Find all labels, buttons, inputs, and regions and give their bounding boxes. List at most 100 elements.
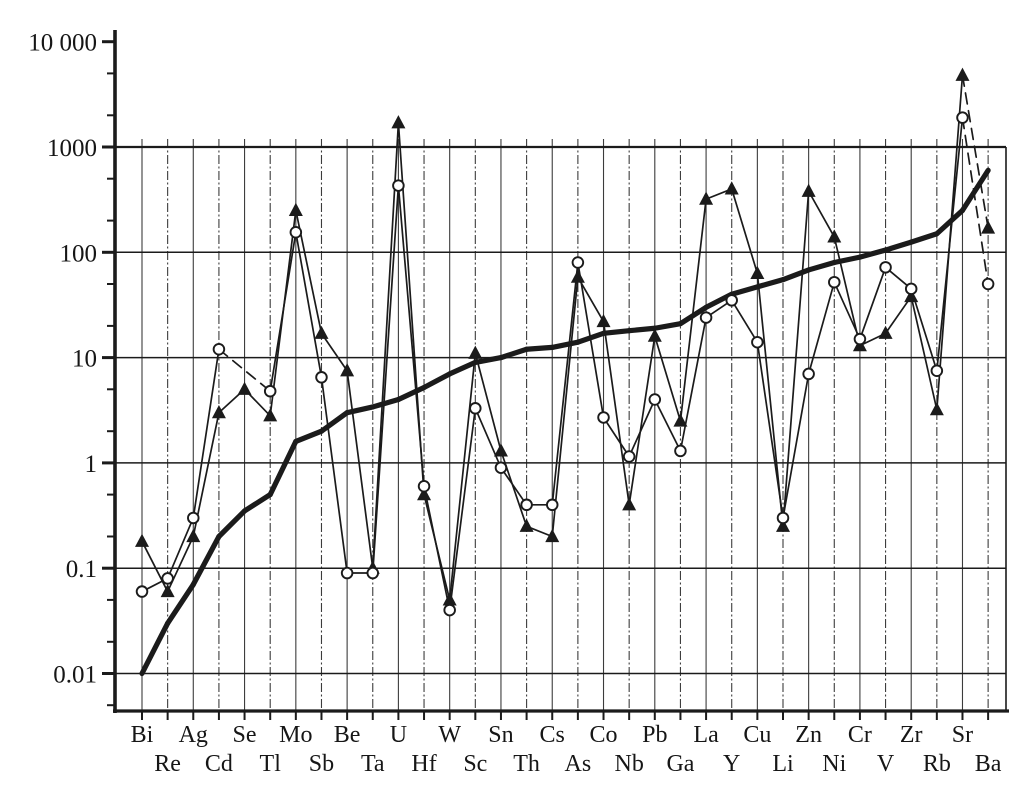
- series-open-circle-series-segment: [756, 341, 784, 519]
- series-thick-smooth-abundance-curve-segment: [190, 533, 222, 588]
- series-thick-smooth-abundance-curve-segment: [549, 339, 581, 350]
- series-open-circle-series-segment: [500, 466, 528, 506]
- series-filled-triangle-series-segment: [833, 236, 861, 347]
- series-filled-triangle-series-segment: [371, 121, 400, 570]
- marker-open-circle-Ni: [828, 275, 841, 289]
- marker-open-circle-Cr: [853, 332, 867, 346]
- series-thick-smooth-abundance-curve-segment: [472, 355, 504, 366]
- x-tick-label-Sb: Sb: [309, 751, 334, 777]
- series-thick-smooth-abundance-curve-segment: [934, 207, 966, 237]
- marker-open-circle-Mo: [289, 226, 303, 239]
- series-thick-smooth-abundance-curve-segment: [780, 267, 812, 283]
- marker-filled-triangle-Ga: [673, 413, 688, 427]
- marker-filled-triangle-Se: [237, 381, 252, 395]
- series-thick-smooth-abundance-curve-segment: [908, 231, 940, 245]
- marker-filled-triangle-Nb: [622, 497, 637, 511]
- marker-open-circle-Th: [520, 498, 533, 512]
- marker-open-circle-Rb: [930, 364, 944, 378]
- series-filled-triangle-series-segment: [807, 190, 836, 238]
- series-open-circle-series-segment: [859, 266, 887, 340]
- series-thick-smooth-abundance-curve-segment: [267, 438, 299, 498]
- marker-open-circle-Sc: [469, 402, 482, 415]
- x-tick-label-Ni: Ni: [822, 751, 846, 777]
- x-tick-label-Ag: Ag: [179, 722, 208, 748]
- y-tick-label: 1: [85, 451, 98, 478]
- series-open-circle-series-segment: [782, 373, 810, 519]
- series-open-circle-series-segment: [218, 348, 272, 393]
- marker-open-circle-V: [879, 261, 892, 274]
- marker-filled-triangle-Li: [776, 518, 790, 532]
- series-open-circle-series-segment: [423, 485, 451, 611]
- marker-open-circle-Sn: [494, 461, 508, 474]
- marker-filled-triangle-Th: [519, 518, 534, 532]
- x-tick-label-Zn: Zn: [795, 722, 822, 748]
- x-tick-label-Ga: Ga: [666, 751, 694, 777]
- series-thick-smooth-abundance-curve-segment: [318, 410, 350, 434]
- x-tick-label-Sc: Sc: [463, 751, 487, 777]
- series-filled-triangle-series-segment: [474, 352, 502, 452]
- series-filled-triangle-series-segment: [782, 190, 810, 528]
- marker-open-circle-Ta: [366, 566, 380, 580]
- x-tick-label-Y: Y: [723, 751, 740, 777]
- x-tick-label-Bi: Bi: [131, 722, 154, 748]
- series-thick-smooth-abundance-curve-segment: [139, 620, 171, 677]
- series-open-circle-series-segment: [371, 184, 400, 574]
- marker-open-circle-Y: [725, 294, 738, 307]
- x-tick-label-Re: Re: [154, 751, 181, 777]
- marker-filled-triangle-V: [878, 325, 893, 339]
- series-thick-smooth-abundance-curve-segment: [421, 371, 453, 391]
- series-open-circle-series-segment: [653, 398, 682, 452]
- marker-filled-triangle-Mo: [288, 202, 303, 216]
- series-filled-triangle-series-segment: [141, 540, 169, 593]
- x-tick-label-U: U: [390, 722, 407, 748]
- x-tick-label-Cr: Cr: [848, 722, 872, 748]
- marker-open-circle-Nb: [622, 450, 636, 463]
- series-open-circle-series-segment: [397, 184, 425, 488]
- marker-open-circle-U: [392, 179, 405, 192]
- marker-open-circle-Zr: [904, 282, 918, 296]
- marker-filled-triangle-As: [570, 269, 585, 283]
- series-filled-triangle-series-segment: [320, 332, 348, 372]
- x-tick-label-Sn: Sn: [488, 722, 513, 748]
- series-open-circle-series-segment: [320, 376, 348, 574]
- series-filled-triangle-series-segment: [961, 74, 989, 229]
- series-thick-smooth-abundance-curve-segment: [447, 359, 478, 377]
- series-filled-triangle-series-segment: [448, 352, 477, 601]
- x-tick-label-W: W: [438, 722, 461, 748]
- marker-open-circle-Ba: [981, 277, 995, 291]
- series-thick-smooth-abundance-curve-segment: [241, 491, 273, 514]
- series-open-circle-series-segment: [910, 287, 938, 372]
- marker-open-circle-Ga: [674, 444, 687, 458]
- marker-filled-triangle-Ni: [827, 229, 842, 243]
- series-open-circle-series-segment: [551, 261, 579, 506]
- marker-filled-triangle-Sn: [493, 443, 508, 457]
- marker-open-circle-Cd: [212, 343, 226, 356]
- x-tick-label-Co: Co: [590, 722, 618, 748]
- marker-filled-triangle-Pb: [647, 328, 662, 342]
- y-tick-label: 10 000: [28, 30, 97, 57]
- y-tick-label: 1000: [47, 135, 97, 162]
- marker-filled-triangle-Be: [340, 363, 355, 377]
- series-open-circle-series-segment: [833, 281, 861, 340]
- marker-open-circle-Co: [597, 411, 610, 424]
- marker-open-circle-As: [571, 256, 585, 269]
- marker-filled-triangle-U: [391, 115, 406, 129]
- series-thick-smooth-abundance-curve-segment: [498, 346, 530, 361]
- y-tick-label: 10: [72, 346, 97, 373]
- series-open-circle-series-segment: [679, 316, 707, 452]
- series-open-circle-series-segment: [294, 231, 323, 379]
- x-tick-label-As: As: [565, 751, 592, 777]
- marker-open-circle-Sb: [315, 371, 328, 384]
- y-tick-label: 0.01: [53, 662, 97, 689]
- marker-filled-triangle-Sc: [468, 345, 483, 359]
- x-tick-label-Se: Se: [233, 722, 257, 748]
- series-thick-smooth-abundance-curve-segment: [831, 254, 863, 266]
- series-thick-smooth-abundance-curve-segment: [806, 259, 837, 273]
- marker-open-circle-Pb: [648, 393, 662, 406]
- x-tick-label-Nb: Nb: [614, 751, 643, 777]
- x-tick-label-Ta: Ta: [361, 751, 385, 777]
- series-open-circle-series-segment: [628, 398, 656, 458]
- series-open-circle-series-segment: [448, 407, 477, 611]
